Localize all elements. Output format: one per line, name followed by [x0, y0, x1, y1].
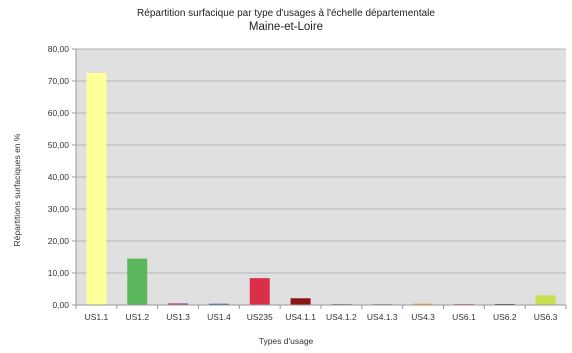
y-tick-label: 80,00	[48, 44, 70, 54]
chart-subtitle: Maine-et-Loire	[248, 21, 324, 33]
x-tick-label: US4.1.2	[326, 312, 357, 322]
x-tick-label: US6.1	[452, 312, 476, 322]
y-tick-label: 50,00	[48, 140, 70, 150]
x-tick-label: US6.3	[534, 312, 558, 322]
y-tick-label: 30,00	[48, 204, 70, 214]
bar	[127, 258, 148, 305]
y-tick-label: 20,00	[48, 236, 70, 246]
y-tick-label: 70,00	[48, 76, 70, 86]
y-tick-label: 0,00	[52, 300, 69, 310]
x-axis-label: Types d'usage	[258, 336, 314, 346]
y-tick-label: 10,00	[48, 268, 70, 278]
bar	[249, 278, 270, 305]
x-tick-label: US4.1.1	[285, 312, 316, 322]
bar	[86, 73, 107, 305]
x-tick-label: US1.2	[125, 312, 149, 322]
x-tick-label: US235	[247, 312, 273, 322]
x-tick-label: US1.3	[166, 312, 190, 322]
bar	[413, 303, 434, 305]
x-tick-label: US6.2	[493, 312, 517, 322]
y-tick-label: 40,00	[48, 172, 70, 182]
bar	[290, 298, 311, 305]
x-tick-label: US4.3	[411, 312, 435, 322]
chart-title: Répartition surfacique par type d'usages…	[137, 8, 435, 19]
bar	[208, 303, 229, 305]
bar	[168, 303, 189, 305]
x-tick-label: US4.1.3	[367, 312, 398, 322]
y-tick-label: 60,00	[48, 108, 70, 118]
bar	[535, 295, 556, 305]
x-tick-label: US1.4	[207, 312, 231, 322]
x-tick-label: US1.1	[85, 312, 109, 322]
